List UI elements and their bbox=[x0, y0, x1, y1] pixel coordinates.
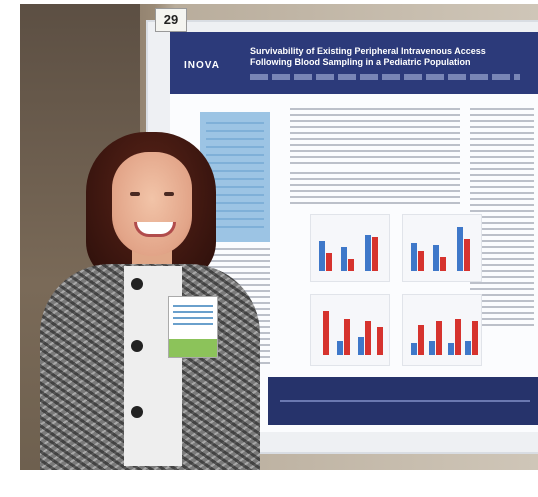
poster-chart-4 bbox=[402, 294, 482, 366]
presenter bbox=[20, 4, 280, 470]
poster-logo: INOVA bbox=[184, 60, 220, 71]
poster-text-intro bbox=[290, 108, 460, 168]
poster-chart-2 bbox=[402, 214, 482, 282]
presenter-smile bbox=[134, 222, 176, 237]
poster-authors bbox=[250, 74, 520, 80]
poster-text-methods bbox=[290, 172, 460, 208]
poster-header: INOVA Survivability of Existing Peripher… bbox=[170, 32, 538, 94]
jacket-button bbox=[131, 340, 143, 352]
name-badge bbox=[168, 296, 218, 358]
jacket-button bbox=[131, 278, 143, 290]
photo: 29 INOVA Survivability of Existing Perip… bbox=[20, 4, 538, 470]
poster-footer-line bbox=[280, 400, 530, 402]
poster-title: Survivability of Existing Peripheral Int… bbox=[250, 46, 486, 67]
poster-chart-3 bbox=[310, 294, 390, 366]
presenter-face bbox=[112, 152, 192, 256]
booth-number-tag: 29 bbox=[155, 8, 187, 32]
jacket-button bbox=[131, 406, 143, 418]
poster-chart-1 bbox=[310, 214, 390, 282]
